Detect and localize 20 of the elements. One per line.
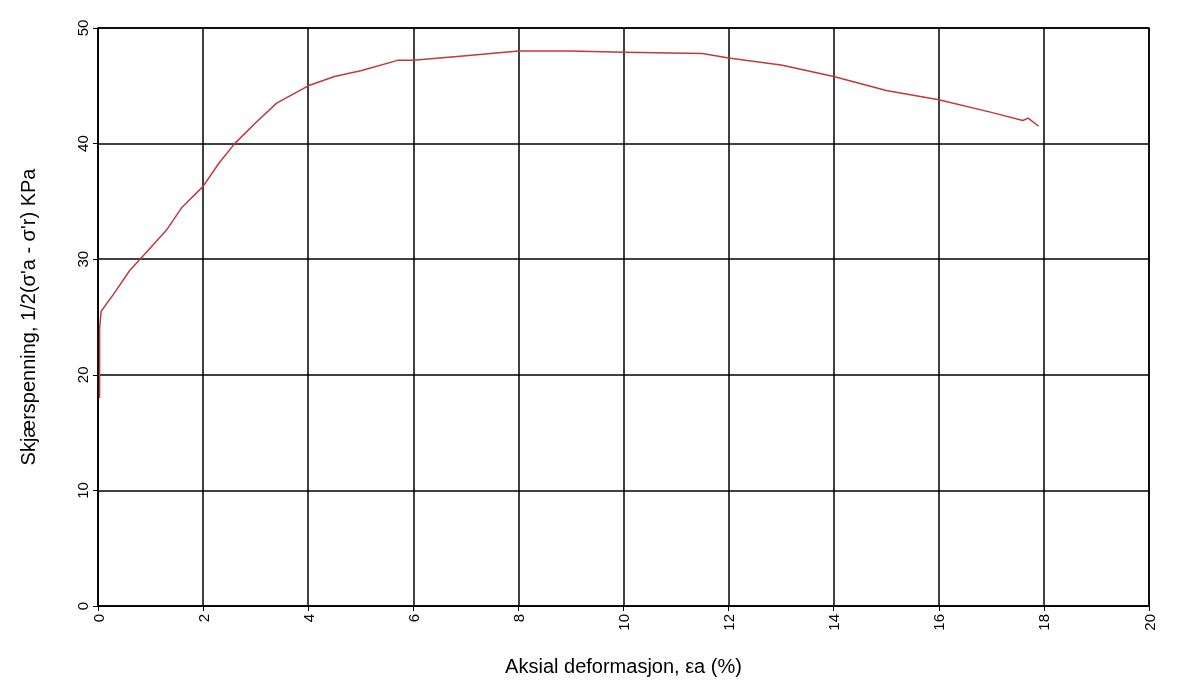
y-tick-label: 20: [74, 366, 91, 384]
y-tick-label: 30: [74, 250, 91, 268]
x-tick-label: 0: [89, 614, 107, 623]
y-tick-label: 50: [74, 19, 91, 37]
line-series: [98, 50, 1040, 399]
x-tick-label: 2: [194, 614, 212, 623]
x-tick-label: 14: [825, 614, 843, 631]
x-tick-label: 6: [404, 614, 422, 623]
x-axis-title: Aksial deformasjon, εa (%): [505, 655, 742, 677]
x-tick-label: 20: [1140, 614, 1158, 631]
y-tick-label: 10: [74, 482, 91, 499]
x-tick-label: 16: [930, 614, 948, 631]
y-tick-label: 0: [74, 601, 91, 611]
x-tick-label: 4: [299, 614, 317, 623]
y-tick-label: 40: [74, 135, 91, 152]
x-tick-label: 18: [1035, 614, 1053, 631]
x-tick-label: 8: [509, 614, 527, 623]
x-tick-label: 12: [720, 614, 738, 631]
y-axis-title: Skjærspenning, 1/2(σ'a - σ'r) KPa: [17, 167, 39, 466]
x-tick-label: 10: [615, 614, 632, 631]
